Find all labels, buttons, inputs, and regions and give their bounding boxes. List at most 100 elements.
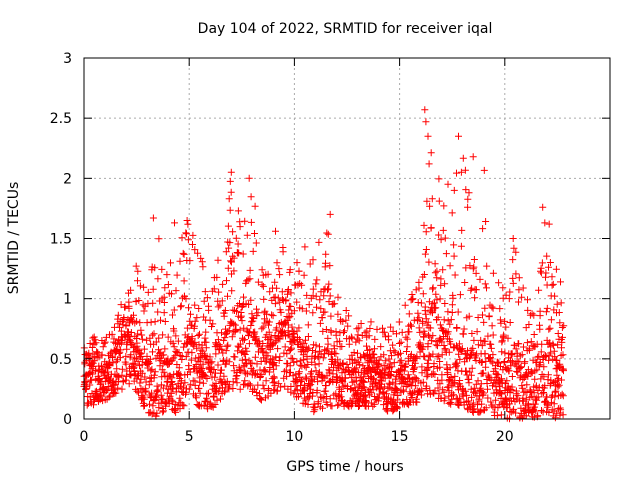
data-point	[425, 258, 433, 266]
data-point	[480, 166, 488, 174]
x-tick-label: 5	[185, 429, 194, 445]
data-point	[483, 262, 491, 270]
data-point	[143, 352, 151, 360]
data-point	[196, 330, 203, 338]
data-point	[199, 360, 207, 368]
data-point	[338, 369, 346, 377]
data-point	[214, 303, 222, 311]
data-point	[322, 259, 329, 267]
data-point	[241, 217, 249, 225]
data-point	[186, 368, 194, 376]
data-point	[532, 382, 540, 390]
data-point	[320, 292, 328, 300]
data-point	[524, 296, 531, 304]
data-point	[423, 359, 431, 367]
data-point	[154, 308, 162, 316]
data-point	[315, 238, 323, 246]
data-point	[426, 333, 434, 341]
data-point	[169, 311, 176, 319]
data-point	[197, 346, 205, 354]
data-point	[455, 132, 462, 140]
data-point	[494, 371, 502, 379]
data-point	[134, 267, 142, 275]
data-point	[132, 262, 140, 270]
data-point	[545, 325, 553, 333]
data-point	[420, 333, 428, 341]
data-point	[276, 335, 284, 343]
data-point	[523, 381, 531, 389]
data-point	[149, 299, 157, 307]
y-axis-label: SRMTID / TECUs	[6, 182, 22, 295]
data-point	[231, 327, 239, 335]
data-point	[416, 328, 424, 336]
data-point	[109, 359, 117, 367]
data-point	[149, 348, 156, 356]
data-point	[497, 411, 505, 419]
data-point	[185, 304, 192, 312]
data-point	[441, 234, 449, 242]
data-point	[471, 294, 479, 302]
data-point	[211, 373, 219, 381]
data-point	[240, 293, 247, 301]
data-point	[179, 401, 187, 409]
data-point	[293, 259, 301, 267]
data-point	[431, 304, 439, 312]
data-point	[223, 328, 231, 336]
data-point	[272, 227, 279, 235]
data-point	[444, 328, 452, 336]
data-point	[427, 224, 435, 232]
data-point	[326, 367, 334, 375]
data-point	[538, 340, 546, 348]
x-tick-label: 0	[80, 429, 89, 445]
data-point	[464, 397, 472, 405]
data-point	[244, 370, 252, 378]
data-point	[287, 289, 295, 297]
data-point	[154, 386, 162, 394]
data-point	[224, 222, 232, 230]
data-point	[472, 380, 480, 388]
data-point	[172, 347, 180, 355]
data-point	[192, 392, 199, 400]
data-point	[557, 406, 565, 414]
data-point	[293, 298, 301, 306]
data-point	[225, 195, 233, 203]
data-point	[279, 295, 286, 303]
data-point	[356, 361, 364, 369]
data-point	[456, 377, 464, 384]
data-point	[238, 302, 246, 310]
data-point	[114, 384, 122, 392]
data-point	[511, 341, 518, 349]
data-point	[211, 401, 219, 408]
data-point	[158, 265, 166, 273]
data-point	[169, 339, 177, 347]
data-point	[352, 364, 360, 372]
data-point	[454, 308, 462, 316]
data-point	[299, 356, 307, 364]
data-point	[545, 220, 553, 228]
data-point	[217, 395, 224, 403]
data-point	[152, 338, 160, 346]
data-point	[509, 274, 517, 282]
data-point	[225, 327, 233, 335]
data-point	[373, 394, 381, 402]
data-point	[357, 320, 365, 327]
data-point	[403, 348, 410, 355]
data-point	[446, 320, 454, 328]
data-point	[151, 264, 159, 272]
data-point	[134, 357, 142, 365]
data-point	[422, 118, 430, 126]
data-point	[537, 348, 545, 356]
data-point	[370, 375, 377, 383]
data-point	[322, 250, 330, 258]
data-point	[309, 285, 317, 293]
data-point	[436, 321, 444, 329]
data-point	[295, 324, 303, 332]
data-point	[182, 229, 190, 237]
data-point	[170, 343, 178, 351]
data-point	[198, 365, 206, 372]
data-point	[287, 346, 294, 354]
data-point	[512, 248, 520, 256]
data-point	[306, 260, 314, 268]
data-point	[354, 349, 361, 357]
